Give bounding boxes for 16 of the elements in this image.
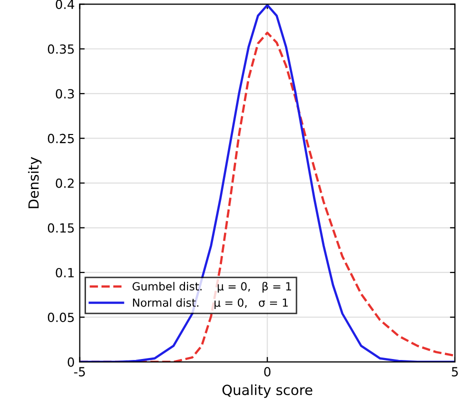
y-tick-label: 0.2 [56, 178, 74, 188]
y-axis-title: Density [28, 157, 42, 208]
x-tick-label: -5 [74, 367, 85, 376]
y-tick-label: 0.1 [56, 268, 74, 278]
y-tick-label: 0.35 [48, 44, 74, 54]
x-axis-title: Quality score [222, 384, 312, 398]
y-tick-label: 0 [68, 357, 74, 367]
y-tick-label: 0.4 [56, 0, 74, 10]
y-tick-label: 0.15 [48, 223, 74, 233]
y-tick-label: 0.3 [56, 89, 74, 99]
y-tick-label: 0.25 [48, 134, 74, 144]
legend-label: Gumbel dist. μ = 0, β = 1 [132, 282, 292, 293]
x-tick-label: 0 [264, 367, 270, 376]
y-tick-label: 0.05 [48, 312, 74, 322]
legend-label: Normal dist. μ = 0, σ = 1 [133, 298, 288, 309]
x-tick-label: 5 [452, 367, 458, 376]
